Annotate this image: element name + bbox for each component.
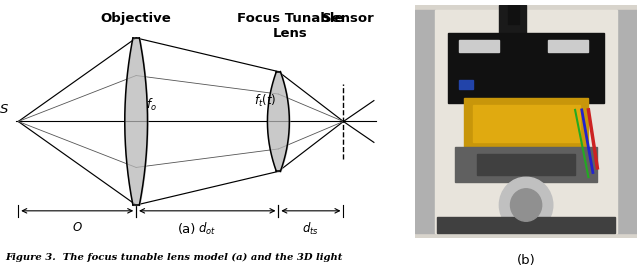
Text: $f_o$: $f_o$ xyxy=(147,97,157,113)
Text: O: O xyxy=(72,221,82,234)
Bar xyxy=(437,217,615,233)
Text: S: S xyxy=(0,103,8,116)
Bar xyxy=(548,40,588,52)
Circle shape xyxy=(511,189,541,221)
Bar xyxy=(435,10,618,233)
Bar xyxy=(460,40,499,52)
Circle shape xyxy=(499,177,553,233)
Text: (b): (b) xyxy=(516,254,536,267)
Bar xyxy=(455,147,597,182)
Text: Sensor: Sensor xyxy=(321,12,373,25)
Bar xyxy=(460,80,472,89)
Bar xyxy=(448,33,604,103)
Text: (a): (a) xyxy=(178,223,196,236)
Bar xyxy=(477,154,575,175)
Bar xyxy=(464,98,588,149)
Bar xyxy=(499,5,526,33)
Bar xyxy=(508,5,520,24)
Text: $d_{ts}$: $d_{ts}$ xyxy=(303,221,319,237)
Text: $d_{ot}$: $d_{ot}$ xyxy=(198,221,216,237)
Bar xyxy=(415,10,435,233)
Bar xyxy=(472,105,580,143)
Text: Figure 3.  The focus tunable lens model (a) and the 3D light: Figure 3. The focus tunable lens model (… xyxy=(5,253,342,262)
Text: Focus Tunable
Lens: Focus Tunable Lens xyxy=(237,12,344,40)
Text: Objective: Objective xyxy=(100,12,172,25)
Bar xyxy=(618,10,637,233)
Text: $f_t(t)$: $f_t(t)$ xyxy=(254,93,276,109)
